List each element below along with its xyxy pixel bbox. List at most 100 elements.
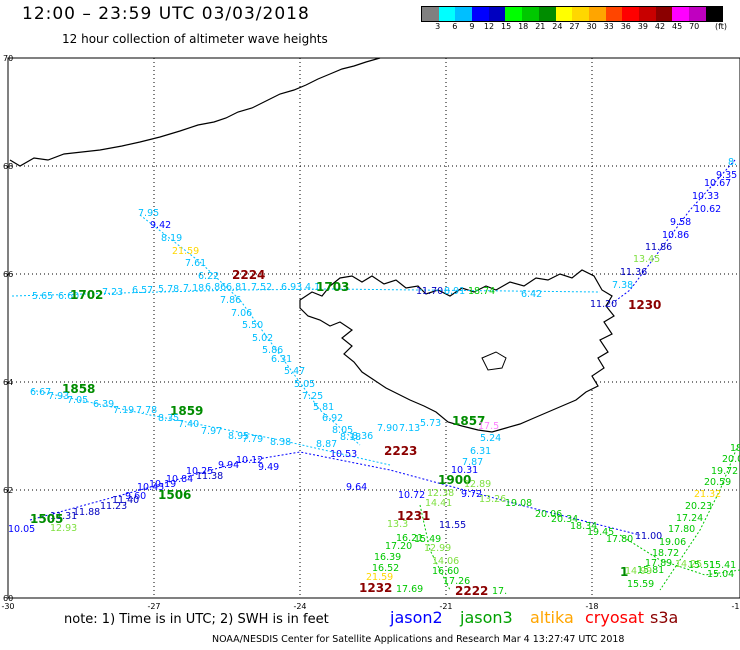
legend-swatch: [522, 7, 539, 21]
lat-lon-grid: 70 68 66 64 62 60-30 -27 -24 -21 -18 -15: [1, 54, 740, 611]
wave-height-value: 14.25: [675, 559, 702, 570]
wave-height-value: 21.59: [366, 572, 393, 583]
wave-height-value: 7.25: [302, 391, 323, 402]
wave-height-value: 5.86: [262, 345, 283, 356]
satellite-legend-altika: altika: [530, 608, 574, 627]
wave-height-value: 12.38: [427, 488, 454, 499]
pass-time-label: 1703: [316, 280, 349, 294]
legend-tick-label: 70: [689, 22, 700, 31]
wave-height-value: 19.08: [505, 498, 532, 509]
footnote: note: 1) Time is in UTC; 2) SWH is in fe…: [64, 612, 329, 627]
wave-height-value: 10.84: [166, 474, 193, 485]
legend-swatch: [422, 7, 439, 21]
wave-height-value: 10.86: [662, 230, 689, 241]
legend-tick-label: 15: [501, 22, 512, 31]
wave-height-value: 8.19: [161, 233, 182, 244]
latitude-label: 70: [3, 54, 13, 63]
wave-height-value: 10.31: [451, 465, 478, 476]
satellite-track: [619, 534, 740, 576]
wave-height-value: 11.36: [620, 267, 647, 278]
legend-swatch: [605, 7, 623, 21]
legend-tick-label: 42: [654, 22, 666, 31]
satellite-track: [609, 159, 736, 306]
wave-height-value: 7.40: [178, 419, 199, 430]
wave-height-value: 20.06: [535, 509, 562, 520]
legend-tick-label: 3: [435, 22, 441, 31]
legend-tick-label: 6: [452, 22, 458, 31]
legend-swatch: [488, 7, 506, 21]
legend-tick-label: 45: [672, 22, 683, 31]
wave-height-value: 18.0: [730, 443, 740, 454]
wave-height-value: 5.02: [252, 333, 273, 344]
legend-swatch: [472, 7, 489, 21]
wave-height-value: 16.60: [432, 566, 459, 577]
wave-height-value: 5.47: [284, 366, 305, 377]
wave-height-value: 8.: [728, 157, 737, 168]
satellite-track: [139, 214, 361, 446]
wave-height-value: 9.58: [670, 217, 691, 228]
wave-height-value: 6.57: [132, 285, 153, 296]
wave-height-value: 16.21: [396, 533, 423, 544]
wave-height-value: 6.93: [281, 282, 302, 293]
wave-height-value: 6.60: [58, 291, 79, 302]
wave-height-value: 10.72: [398, 490, 425, 501]
legend-tick-label: 33: [603, 22, 614, 31]
satellite-track: [29, 451, 641, 536]
wave-height-value: 6.67: [30, 387, 51, 398]
wave-height-value: 13.3: [387, 519, 408, 530]
wave-height-value: 5.24: [480, 433, 501, 444]
wave-height-value: 10.43: [137, 482, 164, 493]
map-frame: [7, 57, 740, 599]
satellite-legend-jason2: jason2: [390, 608, 443, 627]
wave-height-value: 7.61: [185, 258, 206, 269]
pass-time-label: 1702: [70, 288, 103, 302]
wave-height-value: 7.86: [220, 295, 241, 306]
wave-height-value: 20.34: [551, 514, 578, 525]
legend-swatch: [705, 7, 723, 21]
pass-time-label: 2223: [384, 444, 417, 458]
pass-time-label: 1506: [158, 488, 191, 502]
color-scale-ticks: 3 6 9 12 15 18 21 24 27 30 33 36 39 42 45 70 (ft): [421, 22, 729, 34]
wave-height-value: 20.23: [685, 501, 712, 512]
satellite-legend-s3a: s3a: [650, 608, 679, 627]
legend-tick-label: 36: [620, 22, 631, 31]
wave-height-value: 10.53: [330, 449, 357, 460]
longitude-label: -24: [293, 602, 306, 611]
color-scale-legend: [421, 6, 724, 22]
wave-height-value: 7.05: [67, 395, 88, 406]
wave-height-value: 10.25: [186, 466, 213, 477]
wave-height-value: 7.78: [136, 405, 157, 416]
wave-height-value: 6.22: [198, 271, 219, 282]
satellite-track: [11, 288, 601, 297]
wave-height-value: 10.62: [694, 204, 721, 215]
wave-height-value: 7.93: [48, 391, 69, 402]
wave-height-value: 7.18: [183, 283, 204, 294]
wave-height-value: 13.45: [633, 254, 660, 265]
wave-height-value: 14.99: [625, 566, 652, 577]
legend-unit: (ft): [714, 22, 728, 31]
map-border: [7, 57, 740, 599]
wave-height-value: 7.79: [242, 434, 263, 445]
wave-height-value: 10.33: [692, 191, 719, 202]
wave-height-value: 9.35: [716, 170, 737, 181]
pass-time-label: 1859: [170, 404, 203, 418]
wave-height-value: 11.40: [112, 495, 139, 506]
pass-time-label: 2222: [455, 584, 488, 598]
wave-height-value: 17.24: [676, 513, 703, 524]
map-subtitle: 12 hour collection of altimeter wave hei…: [62, 32, 328, 46]
latitude-label: 60: [3, 594, 13, 603]
wave-height-value: 15.49: [414, 534, 441, 545]
wave-height-value: 5.78: [158, 284, 179, 295]
wave-height-value: 5.73: [420, 418, 441, 429]
wave-height-value: 8.87: [316, 439, 337, 450]
wave-height-value: 6.92: [322, 413, 343, 424]
wave-height-value: 11.55: [439, 520, 466, 531]
wave-height-value: 15.59: [627, 579, 654, 590]
wave-height-value: 7.97: [201, 426, 222, 437]
wave-height-value: 15.04: [707, 569, 734, 580]
wave-height-value: 5.65: [32, 291, 53, 302]
wave-height-value: 7.13: [399, 423, 420, 434]
longitude-label: -27: [147, 602, 160, 611]
wave-height-value: 20.59: [704, 477, 731, 488]
